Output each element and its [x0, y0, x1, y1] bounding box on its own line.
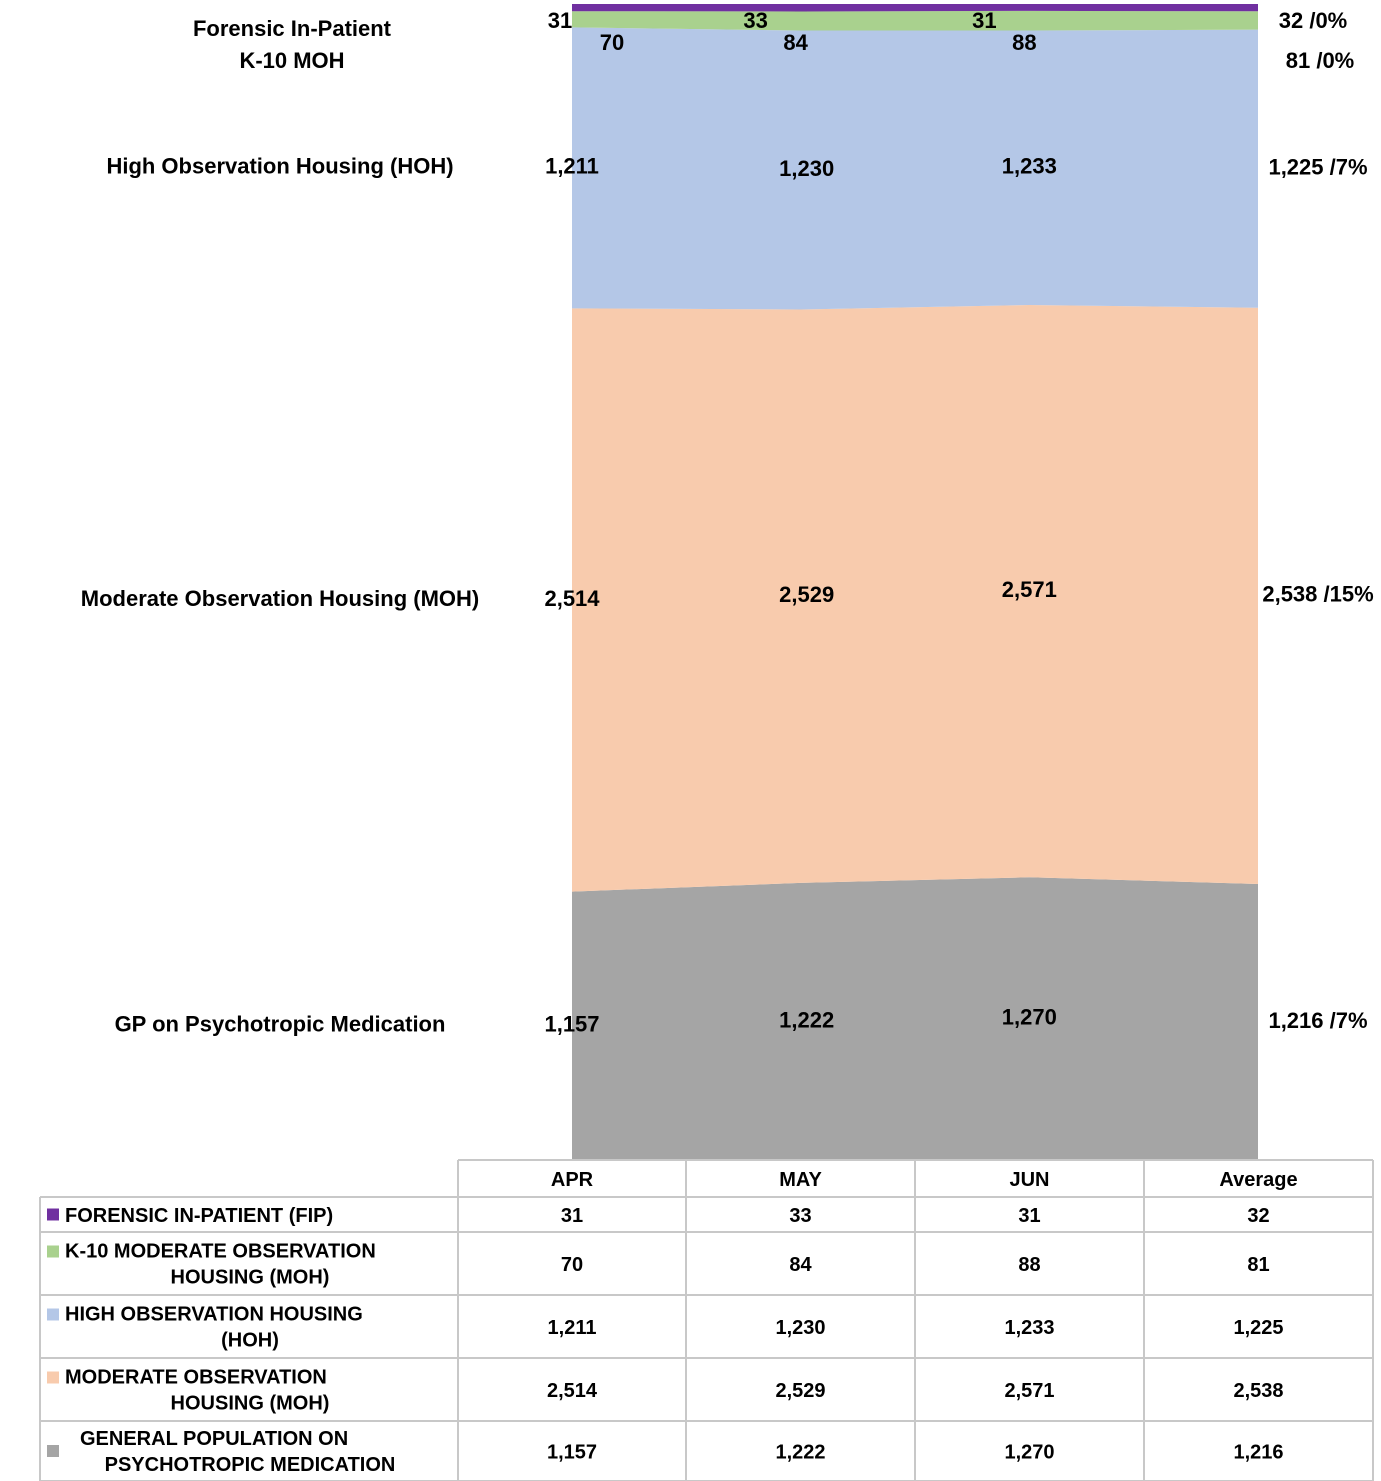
table-cell: 31: [561, 1205, 583, 1227]
legend-line: K-10 MODERATE OBSERVATION: [65, 1241, 376, 1263]
data-label: 1,211: [545, 154, 599, 179]
table-cell: 33: [789, 1205, 811, 1227]
series-label: GP on Psychotropic Medication: [115, 1012, 446, 1037]
data-label: 31: [548, 8, 572, 33]
legend-label: K-10 MODERATE OBSERVATION HOUSING (MOH): [65, 1241, 376, 1289]
data-label: 32 /0%: [1279, 8, 1348, 33]
legend-label: HIGH OBSERVATION HOUSING (HOH): [65, 1304, 363, 1352]
table-header: Average: [1219, 1169, 1297, 1191]
table-cell: 2,571: [1004, 1380, 1054, 1402]
table-cell: 2,538: [1233, 1380, 1283, 1402]
table-cell: 1,233: [1004, 1317, 1054, 1339]
table-cell: 70: [561, 1254, 583, 1276]
data-table: APR MAY JUN Average FORENSIC IN-PATIENT (FIP…: [39, 1159, 1374, 1481]
series-label: Forensic In-Patient: [193, 16, 392, 41]
legend-marker: [47, 1445, 59, 1457]
table-cell: 81: [1247, 1254, 1269, 1276]
data-label: 2,514: [544, 586, 600, 611]
table-cell: 2,529: [775, 1380, 825, 1402]
table-cell: 1,230: [775, 1317, 825, 1339]
table-cell: 1,225: [1233, 1317, 1283, 1339]
table-cell: 1,211: [548, 1317, 597, 1339]
data-label: 70: [600, 30, 624, 55]
legend-marker: [47, 1245, 59, 1258]
data-label: 1,225 /7%: [1268, 155, 1367, 180]
area: [572, 10, 1258, 31]
data-label: 88: [1012, 30, 1036, 55]
area: [572, 27, 1258, 310]
data-label: 1,270: [1002, 1004, 1057, 1029]
data-label: 2,538 /15%: [1262, 582, 1373, 607]
legend-marker: [47, 1308, 59, 1321]
data-label: 2,571: [1002, 577, 1057, 602]
legend-label: MODERATE OBSERVATION HOUSING (MOH): [65, 1367, 329, 1415]
table-header: MAY: [779, 1169, 822, 1191]
table-header: JUN: [1009, 1169, 1049, 1191]
table-cell: 2,514: [547, 1380, 598, 1402]
data-label: 33: [743, 8, 767, 33]
legend-line: HIGH OBSERVATION HOUSING: [65, 1304, 363, 1326]
legend-line: PSYCHOTROPIC MEDICATION: [105, 1454, 396, 1476]
table-cell: 88: [1018, 1254, 1040, 1276]
area: [572, 877, 1258, 1160]
table-cell: 1,270: [1004, 1441, 1054, 1463]
legend-label: FORENSIC IN-PATIENT (FIP): [65, 1205, 333, 1227]
data-label: 1,230: [779, 156, 834, 181]
table-cell: 84: [789, 1254, 812, 1276]
table-cell: 1,222: [775, 1441, 825, 1463]
legend-line: MODERATE OBSERVATION: [65, 1367, 327, 1389]
series-label: High Observation Housing (HOH): [106, 154, 453, 179]
series-label: Moderate Observation Housing (MOH): [81, 586, 479, 611]
data-label: 1,233: [1002, 154, 1057, 179]
legend-line: (HOH): [221, 1330, 279, 1352]
legend-marker: [47, 1371, 59, 1384]
table-cell: 31: [1018, 1205, 1040, 1227]
data-label: 1,216 /7%: [1268, 1008, 1367, 1033]
legend-line: HOUSING (MOH): [171, 1393, 330, 1415]
table-header: APR: [551, 1169, 594, 1191]
area: [572, 4, 1258, 12]
table-cell: 32: [1247, 1205, 1269, 1227]
legend-marker: [47, 1208, 59, 1221]
legend-label: GENERAL POPULATION ON PSYCHOTROPIC MEDICA…: [80, 1428, 395, 1476]
data-label: 81 /0%: [1286, 48, 1355, 73]
data-label: 2,529: [779, 582, 834, 607]
data-label: 1,222: [779, 1007, 834, 1032]
legend-line: GENERAL POPULATION ON: [80, 1428, 348, 1450]
data-label: 84: [783, 30, 808, 55]
data-label: 31: [972, 8, 996, 33]
table-cell: 1,216: [1233, 1441, 1283, 1463]
data-label: 1,157: [544, 1012, 599, 1037]
area: [572, 304, 1258, 892]
legend-line: HOUSING (MOH): [171, 1267, 330, 1289]
series-label: K-10 MOH: [239, 48, 344, 73]
table-cell: 1,157: [547, 1441, 597, 1463]
